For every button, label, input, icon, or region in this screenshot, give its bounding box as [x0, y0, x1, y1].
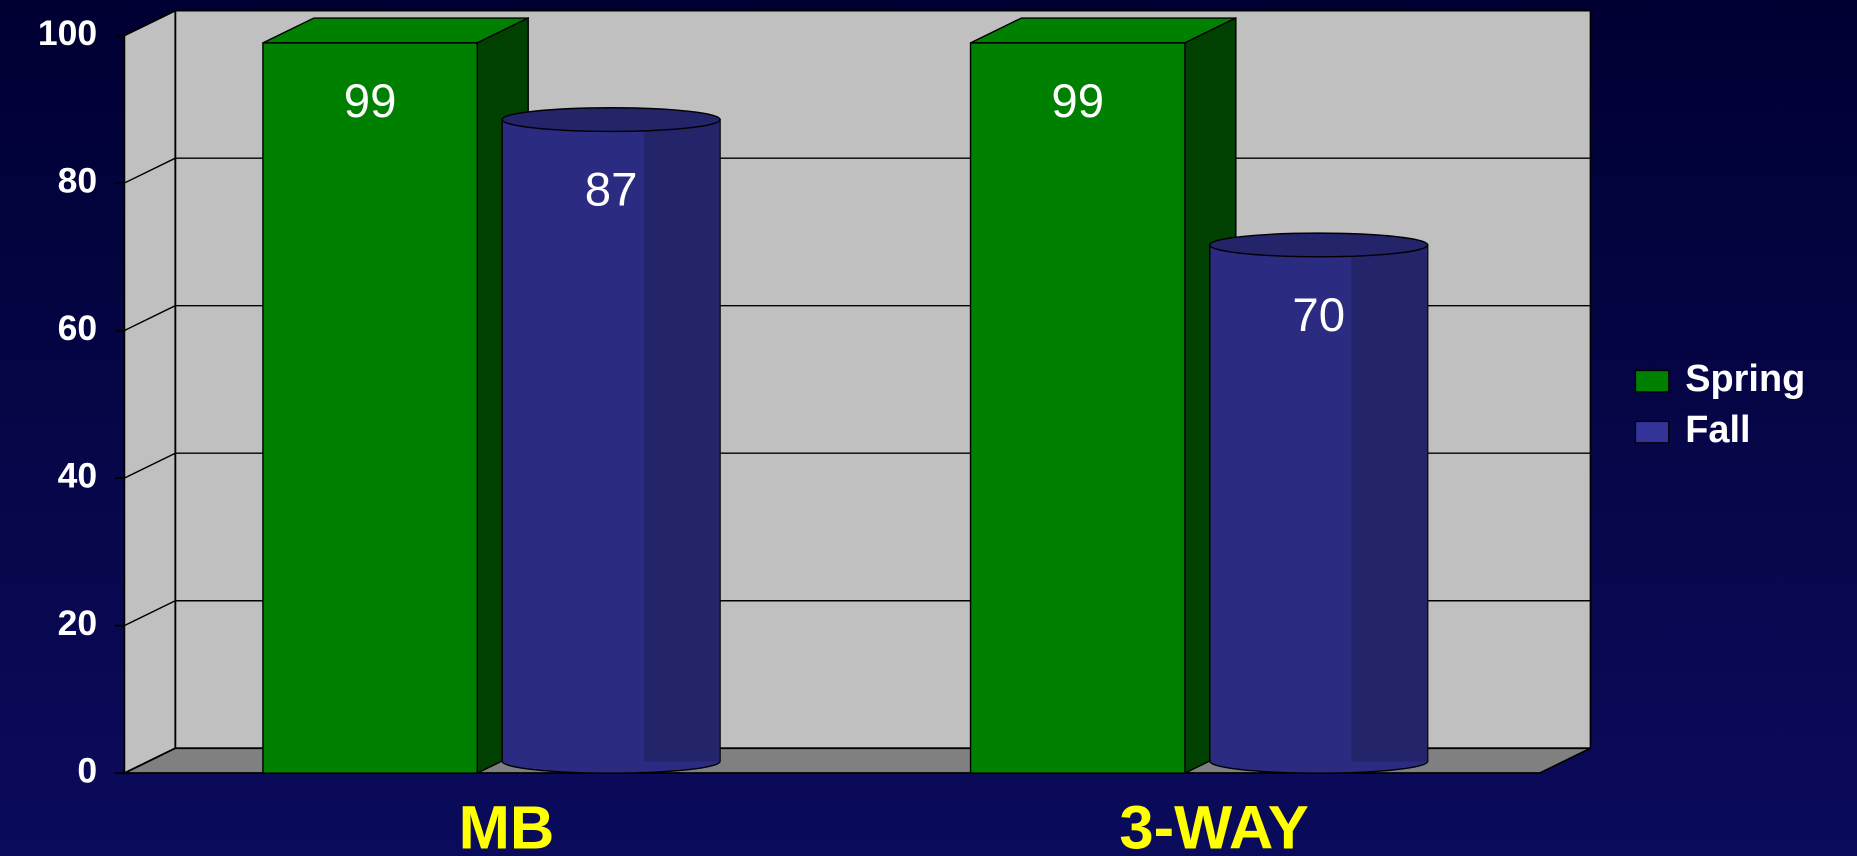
cylinder-top	[1209, 232, 1429, 258]
bar	[262, 42, 478, 774]
side-wall	[123, 9, 177, 775]
legend-swatch	[1634, 420, 1670, 444]
data-label: 99	[344, 75, 397, 128]
cylinder-shade	[643, 119, 721, 762]
legend-label: Fall	[1685, 409, 1750, 451]
x-tick-label: 3-WAY	[1119, 794, 1308, 856]
cylinder-top	[501, 107, 721, 133]
cylinder-shade	[1351, 244, 1428, 762]
grid-line	[124, 600, 176, 627]
grid-line	[124, 747, 176, 774]
data-label: 99	[1051, 75, 1104, 128]
y-tick-label: 20	[58, 603, 98, 643]
grid-line	[124, 10, 176, 37]
legend-swatch	[1634, 369, 1670, 393]
legend-label: Spring	[1685, 358, 1805, 400]
data-label: 70	[1292, 289, 1345, 342]
y-tick-label: 100	[38, 13, 97, 53]
y-tick-label: 0	[77, 751, 97, 791]
grid-line	[124, 305, 176, 332]
bar	[969, 42, 1186, 774]
y-tick-label: 40	[58, 455, 98, 495]
x-tick-label: MB	[459, 794, 555, 856]
y-tick-label: 80	[58, 160, 98, 200]
y-tick-label: 60	[58, 308, 98, 348]
grid-line	[124, 157, 176, 184]
data-label: 87	[585, 163, 638, 216]
grid-line	[124, 452, 176, 479]
